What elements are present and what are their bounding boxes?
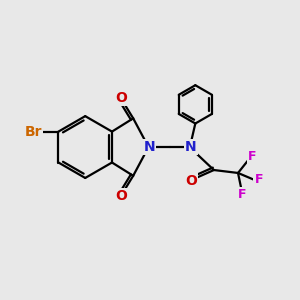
Text: O: O xyxy=(116,91,128,105)
Text: O: O xyxy=(116,189,128,203)
Text: N: N xyxy=(143,140,155,154)
Text: F: F xyxy=(238,188,246,201)
Text: F: F xyxy=(248,150,257,163)
Text: F: F xyxy=(254,173,263,186)
Text: N: N xyxy=(185,140,197,154)
Text: O: O xyxy=(185,174,197,188)
Text: Br: Br xyxy=(24,124,42,139)
